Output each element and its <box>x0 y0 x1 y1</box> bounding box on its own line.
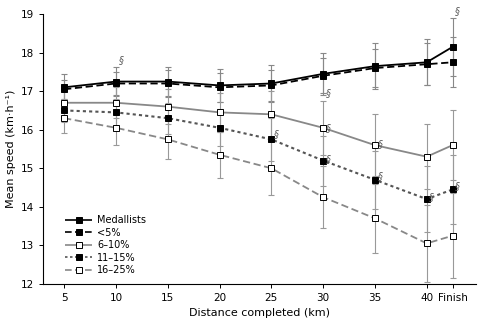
Text: §: § <box>326 123 331 133</box>
Text: §: § <box>455 181 460 191</box>
Legend: Medallists, <5%, 6–10%, 11–15%, 16–25%: Medallists, <5%, 6–10%, 11–15%, 16–25% <box>61 212 150 279</box>
Text: §: § <box>326 88 331 98</box>
Text: §: § <box>274 129 279 139</box>
Text: §: § <box>455 6 460 16</box>
Text: §: § <box>377 171 382 181</box>
Y-axis label: Mean speed (km·h⁻¹): Mean speed (km·h⁻¹) <box>6 90 15 208</box>
Text: §: § <box>377 139 382 149</box>
Text: §: § <box>326 154 331 164</box>
X-axis label: Distance completed (km): Distance completed (km) <box>189 308 331 318</box>
Text: §: § <box>119 55 123 64</box>
Text: §: § <box>429 192 434 202</box>
